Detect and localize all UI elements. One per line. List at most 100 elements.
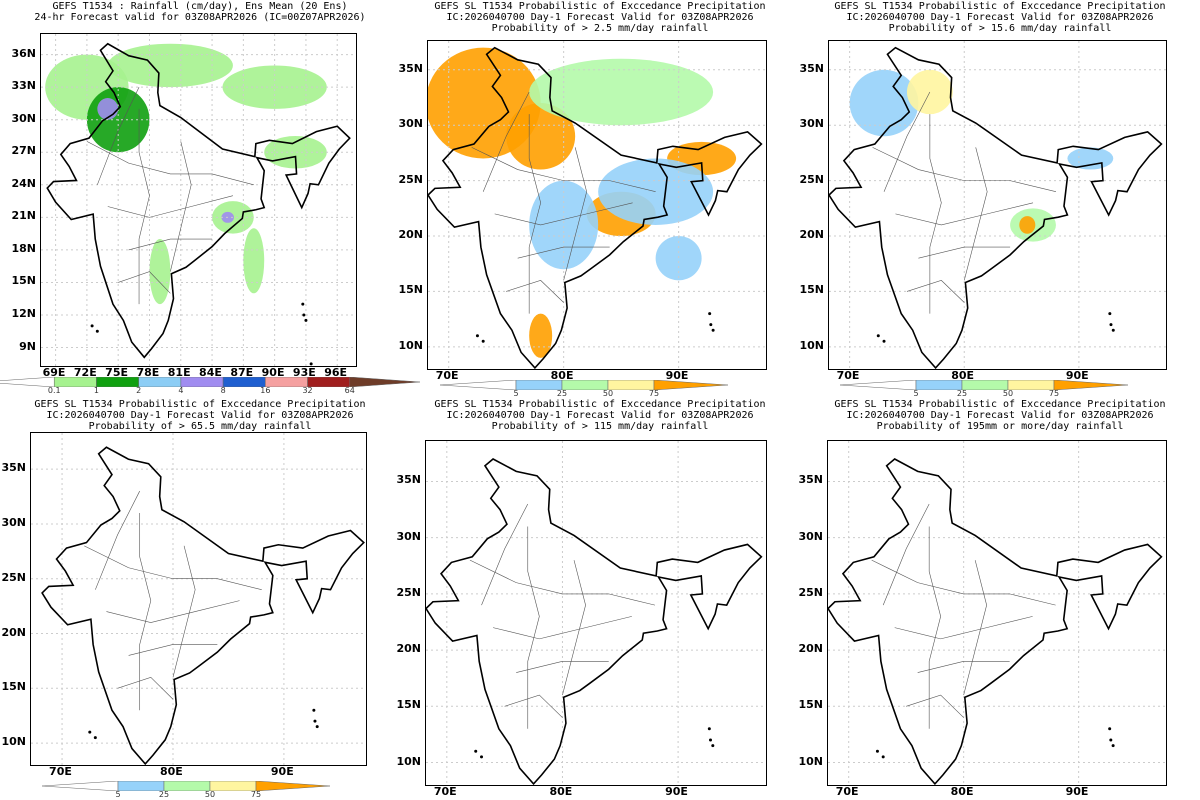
lon-tick-label: 80E <box>951 369 975 382</box>
lon-tick-label: 80E <box>549 785 573 798</box>
island <box>875 749 879 753</box>
lon-tick-label: 78E <box>136 366 160 379</box>
district-boundary <box>471 147 656 192</box>
map-canvas <box>426 441 766 785</box>
island <box>882 339 886 343</box>
district-boundary <box>562 560 586 696</box>
colorbar-label: 8 <box>220 386 226 395</box>
map-frame <box>427 40 767 370</box>
district-boundary <box>871 559 1056 606</box>
island <box>95 329 99 333</box>
map-canvas <box>41 34 356 366</box>
rainfall-shading <box>506 103 576 170</box>
lat-tick-label: 10N <box>799 338 824 352</box>
rainfall-shading <box>243 228 265 294</box>
rainfall-shading <box>655 236 702 281</box>
district-boundary <box>516 661 609 673</box>
lat-tick-label: 20N <box>398 228 423 242</box>
colorbar-segment <box>915 380 963 390</box>
colorbar-label: 25 <box>556 389 568 398</box>
rainfall-shading <box>222 65 327 109</box>
colorbar <box>42 781 331 791</box>
lon-tick-label: 70E <box>49 765 72 778</box>
island <box>707 727 711 731</box>
lon-tick-label: 70E <box>835 785 859 798</box>
district-boundary <box>882 503 930 606</box>
district-boundary <box>506 280 564 303</box>
india-boundary <box>829 46 1163 369</box>
lon-tick-label: 90E <box>665 785 688 798</box>
island <box>90 324 94 328</box>
island <box>301 302 305 306</box>
district-boundary <box>963 147 988 281</box>
island <box>312 708 316 712</box>
island <box>309 362 313 366</box>
lat-tick-label: 10N <box>396 754 421 768</box>
panel-title-line: 24-hr Forecast valid for 03Z08APR2026 (I… <box>34 12 366 23</box>
lon-tick-label: 90E <box>1065 369 1089 382</box>
colorbar <box>440 380 729 390</box>
panel-title-line: GEFS SL T1534 Probabilistic of Exccedanc… <box>34 399 366 410</box>
india-boundary <box>428 46 763 369</box>
panel-title-line: IC:2026040700 Day-1 Forecast Valid for 0… <box>446 12 754 23</box>
colorbar-label: 75 <box>250 790 262 799</box>
island <box>1111 744 1115 748</box>
colorbar-segment <box>163 781 211 791</box>
colorbar-label: 0.1 <box>47 386 61 395</box>
colorbar-label: 5 <box>115 790 121 799</box>
colorbar-label: 50 <box>204 790 216 799</box>
lat-tick-label: 21N <box>11 209 36 223</box>
district-boundary <box>84 545 262 590</box>
lat-tick-label: 15N <box>799 283 824 297</box>
island <box>93 736 97 740</box>
lon-tick-label: 84E <box>199 366 222 379</box>
map-panel-3: GEFS SL T1534 Probabilistic of Exccedanc… <box>800 0 1200 34</box>
lat-tick-label: 30N <box>798 529 823 543</box>
panel-title-line: GEFS SL T1534 Probabilistic of Exccedanc… <box>434 399 766 410</box>
district-boundary <box>895 202 1034 226</box>
rainfall-shading <box>598 158 714 225</box>
map-panel-4: GEFS SL T1534 Probabilistic of Exccedanc… <box>0 399 400 432</box>
map-panel-6: GEFS SL T1534 Probabilistic of Exccedanc… <box>800 399 1200 432</box>
district-boundary <box>482 91 530 192</box>
district-boundary <box>963 560 987 696</box>
colorbar-segment <box>307 377 351 387</box>
district-boundary <box>872 147 1057 192</box>
island <box>1111 328 1115 332</box>
lat-tick-label: 20N <box>396 642 421 656</box>
colorbar-segment <box>180 377 224 387</box>
lat-tick-label: 30N <box>396 529 421 543</box>
island <box>313 719 317 723</box>
district-boundary <box>86 141 254 186</box>
district-boundary <box>504 694 563 718</box>
colorbar-lower-arrow <box>0 377 55 387</box>
map-canvas <box>428 41 766 369</box>
island <box>315 725 319 729</box>
island <box>302 313 306 317</box>
rainfall-shading <box>849 69 919 137</box>
lon-tick-label: 81E <box>167 366 191 379</box>
panel-title-line: Probability of > 65.5 mm/day rainfall <box>88 421 312 432</box>
district-boundary <box>138 108 150 305</box>
district-boundary <box>493 616 632 640</box>
island <box>304 318 308 322</box>
district-boundary <box>906 694 964 718</box>
colorbar-label: 50 <box>1002 389 1014 398</box>
panel-title-line: Probability of > 115 mm/day rainfall <box>491 421 709 432</box>
lat-tick-label: 30N <box>398 117 423 131</box>
district-boundary <box>517 246 610 259</box>
rainfall-shading <box>529 58 714 126</box>
colorbar-upper-arrow <box>653 380 729 390</box>
map-frame <box>828 40 1167 370</box>
district-boundary <box>172 545 196 678</box>
lat-tick-label: 33N <box>11 79 36 93</box>
lat-tick-label: 30N <box>1 515 26 529</box>
lon-tick-label: 70E <box>836 369 860 382</box>
lon-tick-label: 70E <box>433 785 457 798</box>
lat-tick-label: 10N <box>798 754 823 768</box>
island <box>708 312 712 316</box>
colorbar-segment <box>209 781 257 791</box>
lat-tick-label: 12N <box>11 307 36 320</box>
colorbar-lower-arrow <box>440 380 517 390</box>
district-boundary <box>494 202 633 226</box>
